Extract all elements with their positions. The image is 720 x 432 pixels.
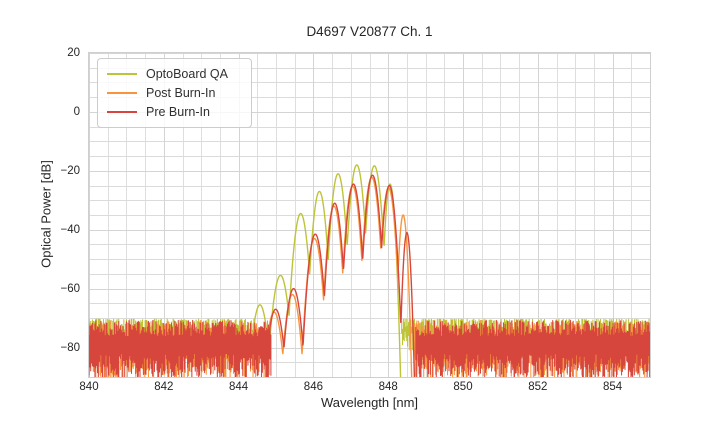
legend-line-swatch xyxy=(107,110,137,113)
chart-title: D4697 V20877 Ch. 1 xyxy=(306,24,433,39)
y-tick-label: −20 xyxy=(60,164,80,177)
x-tick-label: 842 xyxy=(154,381,174,393)
x-tick-label: 844 xyxy=(229,381,249,393)
y-tick-label: −60 xyxy=(60,282,80,295)
legend-label: Pre Burn-In xyxy=(146,104,210,119)
y-tick-label: −40 xyxy=(60,223,80,236)
legend-label: OptoBoard QA xyxy=(146,67,228,82)
y-tick-label: 0 xyxy=(73,105,80,118)
legend-item: OptoBoard QA xyxy=(107,65,239,84)
x-tick-label: 852 xyxy=(528,381,548,393)
plot-area: OptoBoard QA Post Burn-In Pre Burn-In xyxy=(88,52,651,378)
y-tick-label: 20 xyxy=(67,47,80,59)
legend-line-swatch xyxy=(107,73,137,76)
legend-item: Pre Burn-In xyxy=(107,102,239,121)
x-axis-label: Wavelength [nm] xyxy=(320,395,419,410)
legend: OptoBoard QA Post Burn-In Pre Burn-In xyxy=(97,58,252,128)
x-tick-label: 848 xyxy=(378,381,398,393)
legend-label: Post Burn-In xyxy=(146,86,216,100)
x-tick-label: 846 xyxy=(303,381,323,393)
x-tick-label: 850 xyxy=(453,381,473,393)
x-tick-label: 854 xyxy=(603,381,623,393)
legend-line-swatch xyxy=(107,92,137,94)
y-tick-label: −80 xyxy=(60,341,80,354)
legend-item: Post Burn-In xyxy=(107,84,239,103)
x-tick-label: 840 xyxy=(79,381,99,393)
